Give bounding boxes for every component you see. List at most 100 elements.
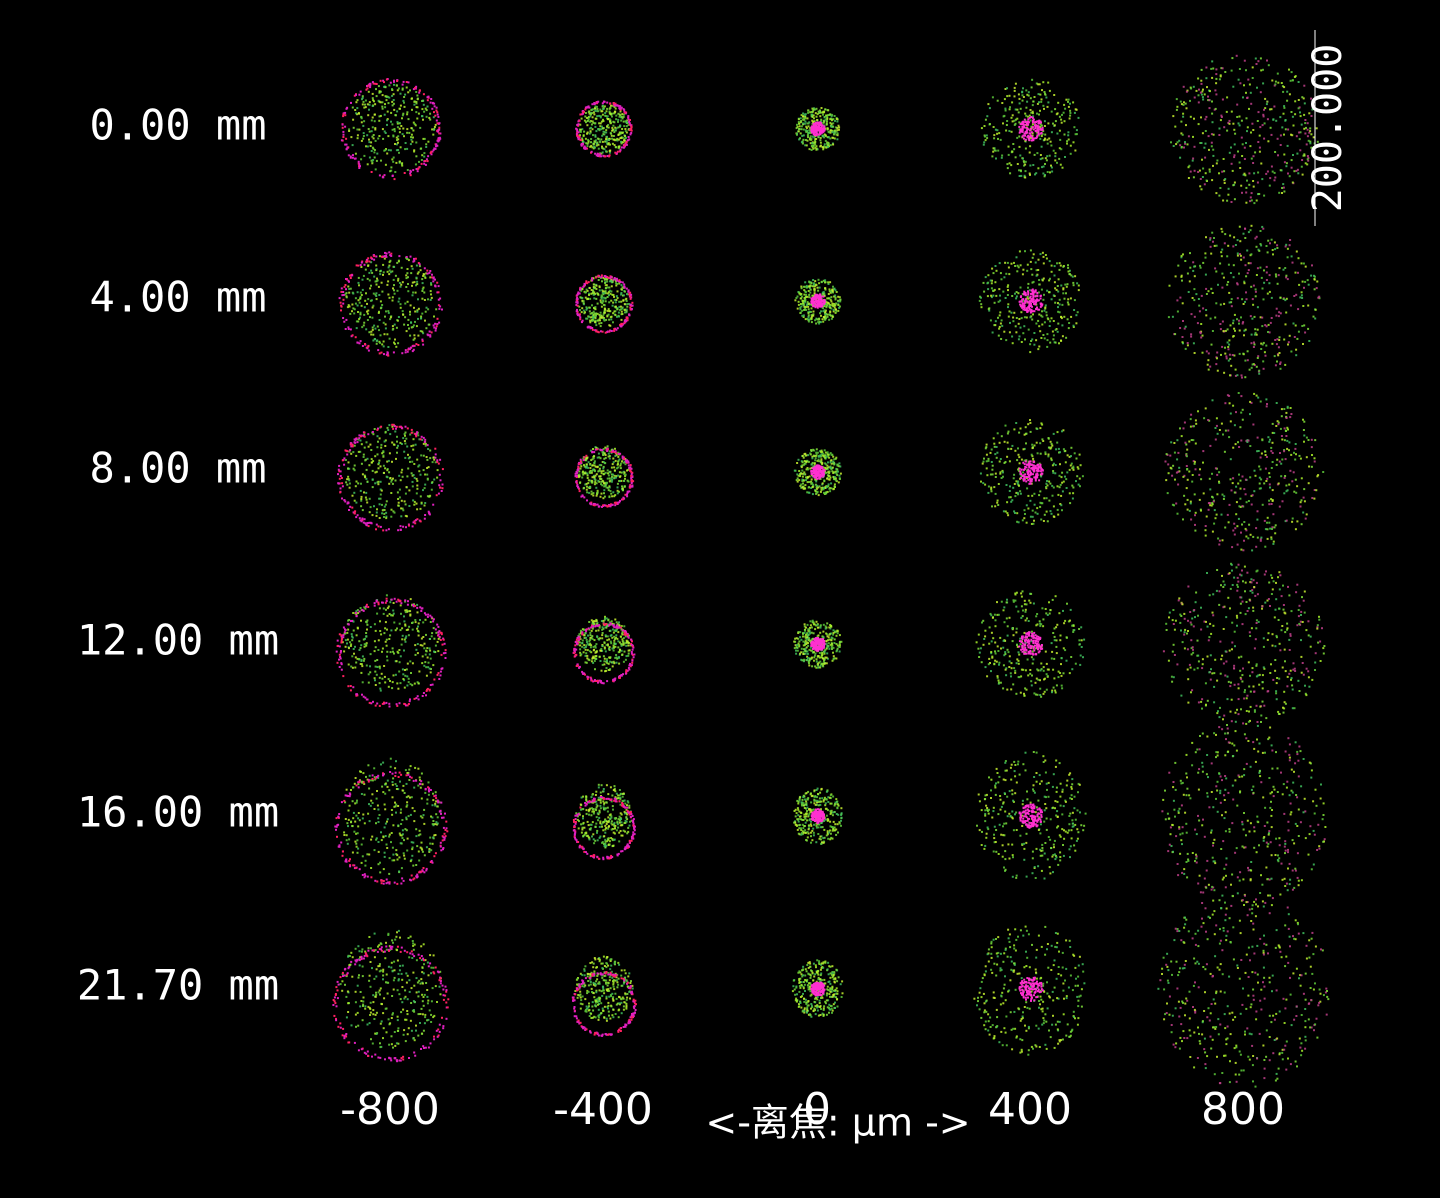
ray-dot (438, 321, 441, 324)
ray-dot (415, 492, 418, 495)
ray-dot (1204, 172, 1207, 175)
ray-dot (1318, 297, 1321, 300)
ray-dot (1017, 322, 1020, 325)
ray-dot (825, 301, 828, 304)
ray-dot (1184, 141, 1186, 144)
ray-dot (1075, 108, 1078, 111)
ray-dot (609, 277, 612, 280)
ray-dot (404, 492, 407, 495)
ray-dot (1274, 151, 1277, 153)
ray-dot (416, 106, 419, 109)
ray-dot (1024, 163, 1027, 166)
ray-dot (1031, 273, 1034, 276)
ray-dot (987, 274, 990, 277)
ray-dot (811, 135, 814, 138)
ray-dot (1254, 295, 1257, 298)
ray-dot (627, 136, 630, 138)
ray-dot (813, 139, 816, 142)
ray-dot (812, 123, 815, 126)
ray-dot (361, 288, 364, 291)
ray-dot (389, 318, 392, 321)
ray-dot (1209, 238, 1212, 241)
ray-dot (1302, 97, 1305, 100)
ray-dot (416, 508, 419, 511)
ray-dot (604, 155, 607, 158)
ray-dot (1200, 294, 1203, 297)
ray-dot (1039, 127, 1042, 130)
ray-dot (1024, 138, 1027, 141)
ray-dot (1310, 115, 1313, 117)
ray-dot (1221, 230, 1224, 233)
ray-dot (607, 118, 609, 120)
ray-dot (822, 279, 825, 282)
ray-dot (1232, 276, 1235, 279)
ray-dot (1030, 302, 1032, 305)
ray-dot (622, 108, 625, 111)
ray-dot (591, 304, 593, 307)
ray-dot (383, 257, 386, 260)
ray-dot (1034, 173, 1036, 176)
ray-dot (1234, 132, 1237, 135)
ray-dot (806, 302, 809, 305)
ray-dot (385, 500, 388, 503)
ray-dot (829, 144, 832, 147)
ray-dot (404, 514, 407, 517)
ray-dot (1236, 282, 1239, 285)
ray-dot (592, 468, 595, 471)
ray-dot (360, 304, 363, 307)
ray-dot (1038, 345, 1041, 348)
ray-dot (589, 479, 592, 482)
ray-dot (1284, 363, 1287, 366)
ray-dot (379, 488, 382, 491)
ray-dot (617, 134, 620, 136)
ray-dot (433, 102, 436, 105)
ray-dot (404, 425, 407, 428)
ray-dot (340, 287, 343, 290)
ray-dot (597, 143, 600, 146)
ray-dot (388, 269, 391, 272)
ray-dot (594, 286, 597, 289)
ray-dot (1031, 121, 1034, 124)
ray-dot (627, 290, 630, 293)
ray-dot (1267, 239, 1270, 242)
ray-dot (371, 257, 374, 260)
ray-dot (576, 136, 579, 139)
ray-dot (1251, 363, 1254, 366)
ray-dot (602, 293, 605, 296)
ray-dot (1191, 297, 1194, 299)
ray-dot (810, 310, 813, 313)
ray-dot (379, 79, 382, 82)
ray-dot (606, 309, 609, 312)
ray-dot (1054, 341, 1057, 344)
ray-dot (836, 127, 839, 129)
ray-dot (436, 459, 439, 462)
ray-dot (386, 426, 389, 429)
ray-dot (586, 326, 589, 329)
ray-dot (590, 289, 593, 291)
ray-dot (993, 324, 996, 327)
ray-dot (1184, 102, 1187, 105)
ray-dot (422, 343, 425, 346)
ray-dot (406, 475, 409, 478)
ray-dot (391, 100, 394, 103)
ray-dot (833, 303, 836, 305)
ray-dot (816, 121, 819, 124)
ray-dot (1002, 122, 1004, 125)
ray-dot (1302, 154, 1305, 157)
ray-dot (1029, 300, 1032, 303)
ray-dot (1250, 102, 1253, 105)
ray-dot (831, 129, 833, 132)
ray-dot (352, 307, 355, 310)
ray-dot (810, 138, 813, 141)
ray-dot (1179, 156, 1182, 159)
ray-dot (615, 114, 618, 117)
ray-dot (1047, 101, 1050, 104)
ray-dot (390, 166, 393, 169)
ray-dot (364, 106, 367, 109)
ray-dot (404, 302, 407, 305)
ray-dot (1038, 313, 1041, 316)
ray-dot (809, 135, 812, 138)
ray-dot (1259, 57, 1262, 60)
ray-dot (1223, 242, 1226, 245)
ray-dot (1176, 310, 1179, 313)
